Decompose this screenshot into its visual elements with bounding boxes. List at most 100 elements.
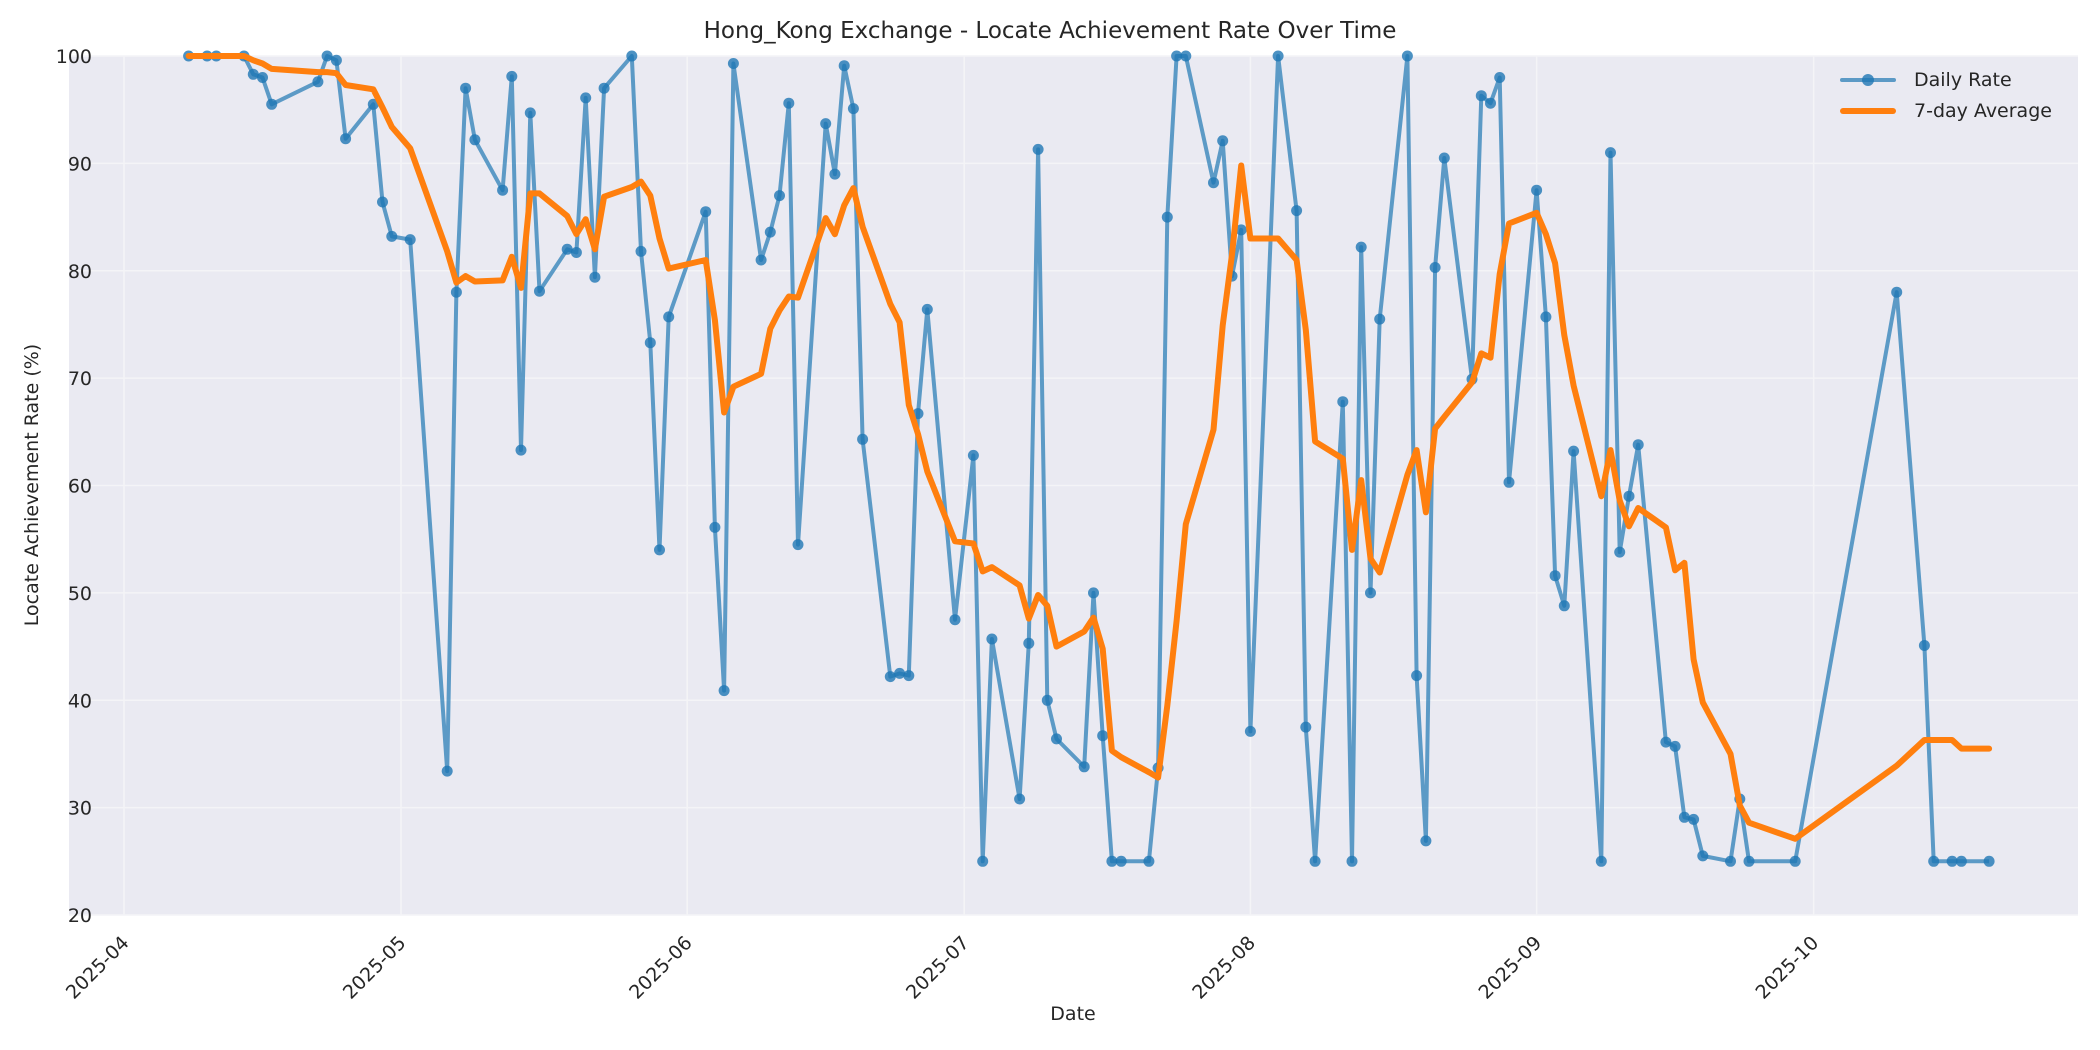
data-point: [1688, 813, 1700, 825]
y-tick-label: 20: [68, 905, 92, 927]
legend: Daily Rate 7-day Average: [1838, 64, 2052, 126]
data-point: [1540, 311, 1552, 323]
data-point: [1291, 205, 1303, 217]
data-point: [1420, 835, 1432, 847]
seven-day-average-line: [185, 53, 1993, 842]
data-point: [700, 206, 712, 218]
data-point: [377, 196, 388, 208]
y-tick-label: 80: [68, 261, 92, 283]
legend-label: 7-day Average: [1914, 99, 2052, 122]
data-point: [1595, 855, 1607, 867]
data-point: [1272, 50, 1284, 62]
data-point: [820, 118, 832, 130]
x-axis-label: Date: [1050, 1003, 1096, 1025]
data-point: [497, 184, 509, 196]
data-point: [1558, 600, 1570, 612]
data-point: [1014, 793, 1026, 805]
data-point: [469, 134, 481, 146]
data-point: [1438, 152, 1450, 164]
data-point: [1743, 855, 1755, 867]
data-point: [1485, 97, 1496, 109]
data-point: [635, 245, 647, 257]
data-point: [598, 82, 610, 94]
y-axis-label: Locate Achievement Rate (%): [21, 343, 43, 627]
data-point: [1928, 855, 1940, 867]
data-point: [894, 667, 906, 679]
data-point: [1549, 570, 1561, 582]
y-tick-label: 40: [68, 690, 92, 712]
data-point: [644, 337, 656, 349]
data-point: [838, 60, 850, 72]
y-tick-label: 50: [68, 583, 92, 605]
y-tick-label: 100: [56, 46, 92, 68]
x-tick-label: 2025-08: [1188, 932, 1260, 1004]
data-point: [330, 54, 342, 66]
x-tick-label: 2025-06: [625, 932, 697, 1004]
data-point: [340, 133, 352, 145]
data-point: [1106, 855, 1118, 867]
data-point: [1078, 761, 1090, 773]
data-point: [257, 72, 268, 83]
data-point: [1244, 725, 1256, 737]
data-point: [1143, 855, 1155, 867]
data-point: [1891, 286, 1903, 298]
data-point: [1355, 241, 1367, 253]
legend-label: Daily Rate: [1914, 68, 2012, 91]
y-tick-label: 70: [68, 368, 92, 390]
data-point: [1337, 396, 1349, 408]
data-point: [1217, 135, 1229, 147]
data-point: [1051, 733, 1062, 745]
data-point: [589, 271, 601, 283]
data-point: [1678, 811, 1690, 823]
data-point: [441, 765, 453, 777]
data-point: [1660, 736, 1672, 748]
data-point: [1697, 850, 1709, 862]
data-point: [727, 58, 739, 69]
data-point: [1503, 476, 1515, 488]
data-point: [718, 685, 730, 697]
y-axis-ticks: 20 30 40 50 60 70 80 90 100: [56, 46, 92, 927]
y-tick-label: 60: [68, 476, 92, 498]
data-point: [1374, 313, 1386, 325]
data-point: [1097, 730, 1109, 742]
data-point: [792, 539, 804, 551]
data-point: [654, 544, 665, 556]
y-tick-label: 90: [68, 153, 92, 175]
data-point: [921, 303, 933, 315]
data-point: [1614, 546, 1626, 558]
data-point: [1429, 262, 1441, 273]
data-point: [1918, 640, 1930, 651]
data-point: [1401, 50, 1413, 62]
data-point: [663, 311, 675, 323]
data-point: [755, 254, 767, 266]
data-point: [1623, 490, 1635, 502]
data-point: [1041, 694, 1053, 706]
data-point: [534, 285, 545, 297]
data-point: [949, 614, 961, 626]
data-point: [247, 68, 259, 80]
data-point: [967, 449, 979, 461]
data-point: [367, 98, 379, 110]
data-point: [1531, 184, 1543, 196]
data-point: [1946, 855, 1958, 867]
data-point: [857, 433, 869, 445]
data-point: [1235, 224, 1247, 236]
data-point: [1032, 143, 1044, 155]
data-point: [561, 243, 573, 255]
data-point: [1161, 211, 1173, 223]
data-point: [312, 76, 324, 88]
data-point: [1568, 445, 1580, 457]
data-point: [764, 226, 776, 238]
data-point: [829, 168, 841, 180]
data-point: [1475, 90, 1487, 102]
data-point: [570, 247, 582, 258]
legend-item-seven-day-average: 7-day Average: [1838, 95, 2052, 126]
x-tick-label: 2025-04: [62, 932, 134, 1004]
data-point: [1300, 721, 1312, 733]
data-point: [903, 670, 915, 682]
data-point: [986, 633, 998, 645]
data-point: [580, 92, 592, 104]
data-point: [783, 97, 795, 109]
